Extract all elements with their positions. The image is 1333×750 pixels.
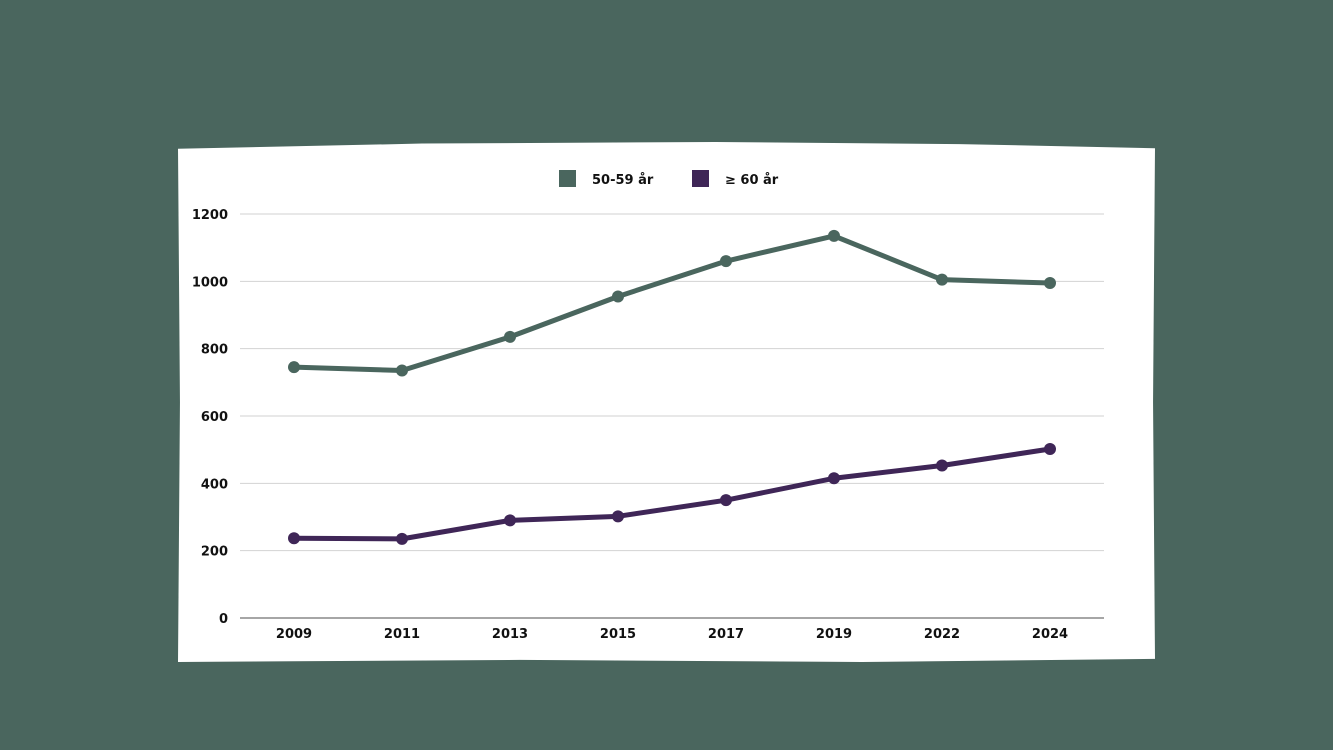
data-point xyxy=(396,532,408,545)
data-point xyxy=(828,472,840,485)
data-point xyxy=(612,290,624,303)
gridlines xyxy=(240,213,1104,619)
x-tick-label: 2015 xyxy=(600,627,636,642)
legend: 50-59 år ≥ 60 år xyxy=(559,170,779,188)
series-line-1 xyxy=(291,233,1053,374)
data-point xyxy=(1044,442,1056,455)
x-tick-label: 2024 xyxy=(1032,627,1068,642)
y-axis-ticks: 0 200 400 600 800 1000 1200 xyxy=(192,208,228,627)
legend-label-1: 50-59 år xyxy=(592,173,654,188)
series-lines xyxy=(288,229,1056,545)
data-point xyxy=(720,255,732,268)
data-point xyxy=(612,510,624,523)
data-point xyxy=(936,273,948,286)
x-tick-label: 2019 xyxy=(816,627,852,642)
x-tick-label: 2017 xyxy=(708,627,744,642)
data-point xyxy=(504,330,516,343)
y-tick-label: 400 xyxy=(201,477,228,492)
y-tick-label: 0 xyxy=(219,612,228,627)
data-point xyxy=(936,459,948,472)
series-line-2 xyxy=(291,446,1053,542)
data-point xyxy=(1044,277,1056,290)
y-tick-label: 600 xyxy=(201,410,228,425)
data-point xyxy=(504,514,516,527)
x-tick-label: 2013 xyxy=(492,627,528,642)
x-tick-label: 2022 xyxy=(924,627,960,642)
chart-card xyxy=(178,142,1155,662)
y-tick-label: 800 xyxy=(201,343,228,358)
legend-swatch-2 xyxy=(692,170,709,187)
x-tick-label: 2009 xyxy=(276,627,312,642)
y-tick-label: 1200 xyxy=(192,208,228,223)
x-tick-label: 2011 xyxy=(384,627,420,642)
legend-swatch-1 xyxy=(559,170,576,187)
data-point xyxy=(288,361,300,374)
data-point xyxy=(720,494,732,507)
data-point xyxy=(288,532,300,545)
legend-label-2: ≥ 60 år xyxy=(725,173,779,188)
x-axis-ticks: 2009 2011 2013 2015 2017 2019 2022 2024 xyxy=(276,627,1068,642)
data-point xyxy=(396,364,408,377)
y-tick-label: 200 xyxy=(201,545,228,560)
data-point xyxy=(828,229,840,242)
y-tick-label: 1000 xyxy=(192,275,228,290)
